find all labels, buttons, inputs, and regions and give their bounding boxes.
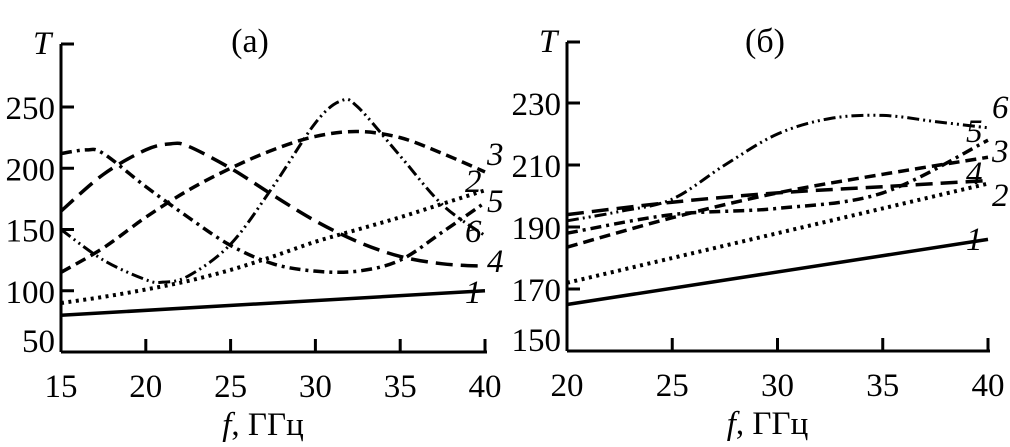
y-tick-label: 230 bbox=[512, 87, 562, 123]
panel-b: 150 170 190 210 230 20 25 30 35 40 T (б) f, ГГц 12 34 5… bbox=[512, 23, 1010, 442]
y-tick-label: 190 bbox=[512, 211, 562, 247]
x-tick-label: 40 bbox=[972, 368, 1005, 404]
series-label-2: 2 bbox=[992, 178, 1009, 214]
y-tick-label: 210 bbox=[512, 149, 562, 185]
x-tick-label: 20 bbox=[129, 369, 162, 405]
series-line-6 bbox=[566, 113, 989, 223]
x-axis-label-unit: , ГГц bbox=[231, 407, 303, 443]
x-axis-label-unit: , ГГц bbox=[736, 406, 808, 442]
y-tick-label: 100 bbox=[6, 275, 56, 311]
series-line-2 bbox=[566, 181, 989, 285]
series-line-5 bbox=[566, 138, 989, 235]
x-tick-label: 40 bbox=[469, 369, 502, 405]
series-line-4 bbox=[59, 141, 486, 268]
x-tick-label: 25 bbox=[656, 368, 689, 404]
x-tick-label: 20 bbox=[551, 368, 584, 404]
x-tick-label: 25 bbox=[214, 369, 247, 405]
x-tick-label: 35 bbox=[866, 368, 899, 404]
panel-title: (б) bbox=[745, 23, 785, 60]
series-label-5: 5 bbox=[487, 184, 504, 220]
y-tick-label: 50 bbox=[22, 324, 55, 360]
x-tick-label: 35 bbox=[384, 369, 417, 405]
series-line-4 bbox=[566, 178, 989, 217]
y-tick-label: 170 bbox=[512, 273, 562, 309]
x-tick-label: 30 bbox=[299, 369, 332, 405]
series-label-3: 3 bbox=[486, 137, 504, 173]
series-line-1 bbox=[566, 237, 989, 307]
y-axis-label: T bbox=[539, 24, 560, 60]
series-label-6: 6 bbox=[465, 214, 482, 250]
y-tick-label: 150 bbox=[512, 323, 562, 359]
y-axis-label: T bbox=[33, 26, 54, 62]
y-tick-label: 200 bbox=[6, 152, 56, 188]
series-label-2: 2 bbox=[465, 164, 482, 200]
series-line-1 bbox=[60, 289, 486, 317]
series-label-4: 4 bbox=[966, 156, 983, 192]
series-label-5: 5 bbox=[966, 114, 983, 150]
series-label-1: 1 bbox=[465, 275, 482, 311]
panel-a: 50 100 150 200 250 15 20 25 30 35 40 T (a) f, ГГц 1 23 4… bbox=[6, 23, 504, 443]
x-axis-label: f, ГГц bbox=[727, 406, 809, 442]
series-label-6: 6 bbox=[992, 90, 1009, 126]
series-label-1: 1 bbox=[966, 222, 983, 258]
series-line-3 bbox=[566, 155, 989, 249]
x-tick-label: 15 bbox=[45, 369, 78, 405]
y-tick-label: 250 bbox=[6, 91, 56, 127]
panel-title: (a) bbox=[231, 23, 269, 60]
series-line-5 bbox=[60, 147, 486, 275]
series-label-4: 4 bbox=[487, 244, 504, 280]
series-line-3 bbox=[60, 129, 486, 274]
y-tick-label: 150 bbox=[6, 214, 56, 250]
x-tick-label: 30 bbox=[761, 368, 794, 404]
series-label-3: 3 bbox=[991, 134, 1009, 170]
x-axis-label: f, ГГц bbox=[222, 407, 304, 443]
